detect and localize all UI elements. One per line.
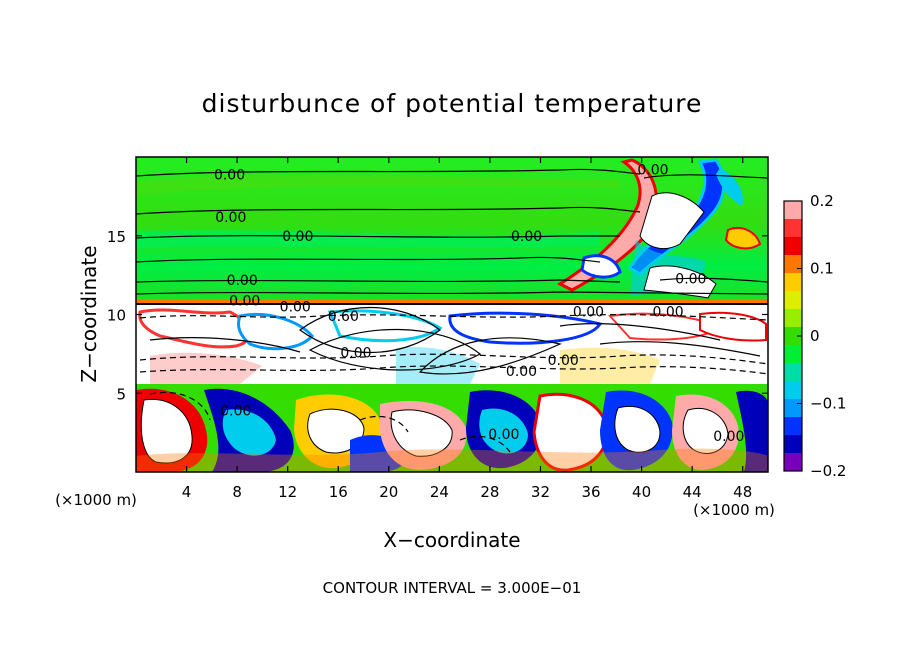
colorbar-swatch xyxy=(784,417,802,436)
contour-label: 0.60 xyxy=(328,309,359,325)
colorbar-swatch xyxy=(784,399,802,418)
colorbar-swatch xyxy=(784,255,802,274)
contour-label: 0.00 xyxy=(511,229,542,245)
x-tick-label: 20 xyxy=(379,483,398,501)
colorbar-tick-label: 0 xyxy=(810,327,820,345)
contour-label: 0.00 xyxy=(229,293,260,309)
y-tick-label: 15 xyxy=(107,228,126,246)
colorbar-swatch xyxy=(784,291,802,310)
x-tick-label: 24 xyxy=(430,483,449,501)
contour-lines-dashed xyxy=(139,314,768,453)
plot-area: 0.00 0.00 0.00 0.00 0.00 0.00 0.00 0.00 0.60 0.00… xyxy=(136,157,768,472)
colorbar-swatch xyxy=(784,381,802,400)
colorbar-tick-label: 0.1 xyxy=(810,260,834,278)
contour-label: 0.00 xyxy=(340,345,371,361)
y-tick-label: 10 xyxy=(107,307,126,325)
x-tick-label: 4 xyxy=(182,483,192,501)
colorbar-tick-label: 0.2 xyxy=(810,192,834,210)
x-unit-right: (×1000 m) xyxy=(693,501,775,519)
contour-labels: 0.00 0.00 0.00 0.00 0.00 0.00 0.00 0.00 0.60 0.00… xyxy=(214,163,744,445)
x-tick-label: 44 xyxy=(683,483,702,501)
colorbar: 0.2 0.1 0 −0.1 −0.2 xyxy=(783,192,846,480)
contour-interval-note: CONTOUR INTERVAL = 3.000E−01 xyxy=(323,579,582,597)
contour-label: 0.00 xyxy=(548,353,579,369)
colorbar-swatch xyxy=(784,237,802,256)
contour-label: 0.00 xyxy=(488,427,519,443)
colorbar-tick-label: −0.1 xyxy=(810,395,846,413)
contour-label: 0.00 xyxy=(280,300,311,316)
contour-label: 0.00 xyxy=(653,304,684,320)
x-tick-label: 16 xyxy=(329,483,348,501)
upper-field-band xyxy=(136,174,620,196)
x-tick-label: 8 xyxy=(232,483,242,501)
colorbar-swatch xyxy=(784,309,802,328)
contour-label: 0.00 xyxy=(637,163,668,179)
colorbar-swatch xyxy=(784,435,802,454)
chart-title: disturbunce of potential temperature xyxy=(202,89,703,118)
contour-label: 0.00 xyxy=(506,364,537,380)
colorbar-swatch xyxy=(784,345,802,364)
x-axis-label: X−coordinate xyxy=(383,528,520,552)
contour-label: 0.00 xyxy=(573,304,604,320)
x-tick-label: 28 xyxy=(480,483,499,501)
lower-field xyxy=(136,384,768,472)
contour-label: 0.00 xyxy=(282,229,313,245)
contour-label: 0.00 xyxy=(675,271,706,287)
mid-zone-colors xyxy=(138,308,767,384)
plume-region xyxy=(556,158,762,299)
colorbar-swatch xyxy=(784,453,802,472)
contour-label: 0.00 xyxy=(215,210,246,226)
x-tick-label: 40 xyxy=(632,483,651,501)
x-unit-left: (×1000 m) xyxy=(55,491,137,509)
x-tick-label: 32 xyxy=(531,483,550,501)
contour-lines xyxy=(136,168,768,375)
contour-label: 0.00 xyxy=(713,429,744,445)
colorbar-swatch xyxy=(784,327,802,346)
colorbar-tick-label: −0.2 xyxy=(810,462,846,480)
contour-label: 0.00 xyxy=(214,167,245,183)
interface-line xyxy=(136,303,768,305)
y-axis: 5 10 15 xyxy=(107,228,768,403)
y-axis-label: Z−coordinate xyxy=(77,245,101,382)
interface-line xyxy=(136,300,768,303)
colorbar-swatch xyxy=(784,201,802,220)
x-tick-label: 36 xyxy=(581,483,600,501)
contour-label: 0.00 xyxy=(227,273,258,289)
upper-field-band xyxy=(136,230,600,248)
colorbar-swatch xyxy=(784,363,802,382)
x-tick-label: 12 xyxy=(278,483,297,501)
y-tick-label: 5 xyxy=(116,385,126,403)
colorbar-swatch xyxy=(784,219,802,238)
contour-label: 0.00 xyxy=(220,404,251,420)
colorbar-swatch xyxy=(784,273,802,292)
x-axis: 4 8 12 16 20 24 28 32 36 40 44 48 xyxy=(182,157,752,501)
x-tick-label: 48 xyxy=(733,483,752,501)
